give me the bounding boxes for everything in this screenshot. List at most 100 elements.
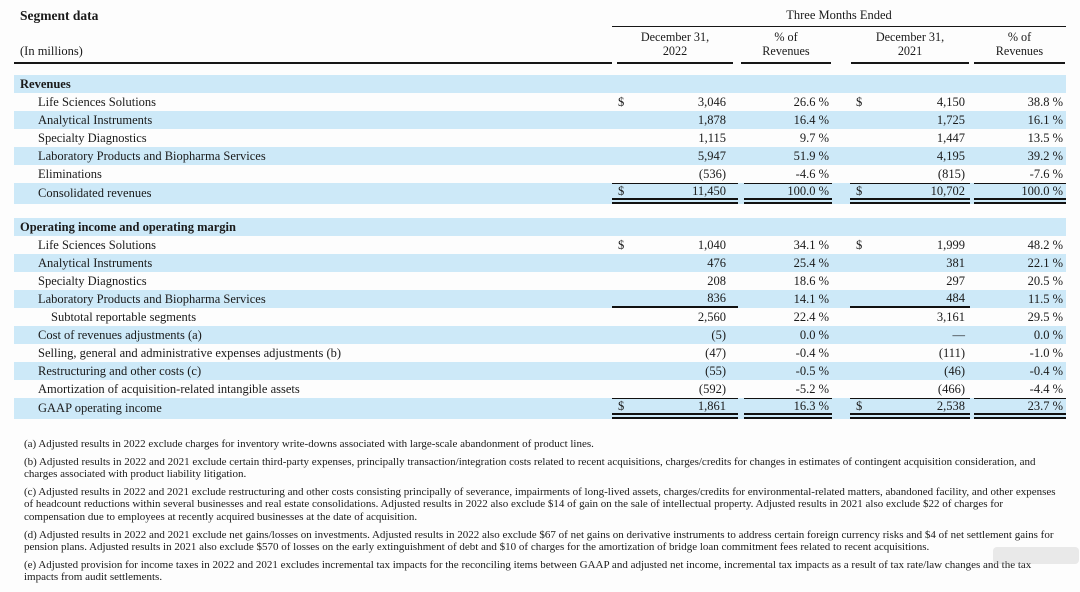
column-gap	[832, 380, 850, 398]
table-row: Life Sciences Solutions $ 1,040 34.1 % $…	[14, 236, 1066, 254]
table-row: Analytical Instruments 476 25.4 % 381 22…	[14, 254, 1066, 272]
value-2021: 1,447	[936, 130, 965, 145]
value-2022: 2,560	[697, 309, 726, 324]
column-gap	[832, 254, 850, 272]
pct-2021: 16.1 %	[1027, 112, 1063, 127]
row-label: Operating income and operating margin	[20, 219, 236, 234]
cell-2021-amount: $ 10,702	[850, 183, 970, 204]
column-header-dec-2021: December 31, 2021	[850, 27, 970, 64]
cell-2022-pct: 0.0 %	[738, 326, 832, 344]
value-2022: (592)	[698, 381, 726, 396]
pct-2021: 0.0 %	[1033, 327, 1063, 342]
column-gap	[832, 75, 850, 93]
pct-2021: 29.5 %	[1027, 309, 1063, 324]
cell-2022-pct: 51.9 %	[738, 147, 832, 165]
segment-table-body: Revenues Life Sciences Solutions	[14, 75, 1066, 419]
row-label: Laboratory Products and Biopharma Servic…	[38, 148, 266, 163]
column-gap	[832, 398, 850, 419]
cell-2021-pct: 13.5 %	[970, 129, 1066, 147]
column-gap	[832, 308, 850, 326]
cell-2021-amount: (111)	[850, 344, 970, 362]
column-gap	[832, 326, 850, 344]
row-label: Amortization of acquisition-related inta…	[38, 381, 300, 396]
table-row: GAAP operating income $ 1,861 16.3 % $ 2…	[14, 398, 1066, 419]
cell-2022-amount: (55)	[612, 362, 738, 380]
pct-2021: 23.7 %	[1027, 398, 1063, 413]
table-row: Life Sciences Solutions $ 3,046 26.6 % $…	[14, 93, 1066, 111]
dollar-sign-2022: $	[618, 398, 625, 413]
column-header-line2: 2021	[897, 44, 923, 58]
value-2021: 4,195	[936, 148, 965, 163]
pct-2022: 16.3 %	[793, 398, 829, 413]
row-label: Life Sciences Solutions	[38, 237, 157, 252]
value-2021: (815)	[937, 166, 965, 181]
column-gap	[832, 129, 850, 147]
cell-2021-pct: 23.7 %	[970, 398, 1066, 419]
dollar-sign-2022: $	[618, 183, 625, 198]
column-header-pct-2022: % of Revenues	[738, 27, 832, 64]
cell-2022-pct	[738, 75, 832, 93]
period-header: Three Months Ended	[612, 8, 1066, 27]
pct-2021: 48.2 %	[1027, 237, 1063, 252]
value-2021: 297	[946, 273, 965, 288]
cell-2022-amount: $ 1,861	[612, 398, 738, 419]
cell-2022-pct: 22.4 %	[738, 308, 832, 326]
cell-2022-amount: 5,947	[612, 147, 738, 165]
pct-2021: 22.1 %	[1027, 255, 1063, 270]
value-2021: 3,161	[936, 309, 965, 324]
cell-2022-amount: 836	[612, 290, 738, 308]
column-headers: December 31, 2022 % of Revenues December…	[612, 27, 1066, 64]
table-row: Laboratory Products and Biopharma Servic…	[14, 147, 1066, 165]
cell-2021-pct: -0.4 %	[970, 362, 1066, 380]
value-2022: (5)	[711, 327, 726, 342]
cell-2022-amount	[612, 218, 738, 236]
row-label: Analytical Instruments	[38, 255, 153, 270]
pct-2022: -0.5 %	[795, 363, 829, 378]
column-header-line2: 2022	[662, 44, 688, 58]
row-label: Subtotal reportable segments	[51, 309, 197, 324]
cell-2022-pct: -0.5 %	[738, 362, 832, 380]
pct-2021: 20.5 %	[1027, 273, 1063, 288]
row-label: Analytical Instruments	[38, 112, 153, 127]
cell-2021-pct: -7.6 %	[970, 165, 1066, 183]
pct-2021: -0.4 %	[1029, 363, 1063, 378]
cell-2021-pct: 29.5 %	[970, 308, 1066, 326]
cell-2022-amount: $ 1,040	[612, 236, 738, 254]
column-gap	[832, 165, 850, 183]
pct-2021: -4.4 %	[1029, 381, 1063, 396]
column-header-line1: % of	[774, 30, 798, 44]
column-gap	[832, 183, 850, 204]
value-2021: —	[952, 327, 966, 342]
cell-2022-amount: (47)	[612, 344, 738, 362]
cell-2022-pct: -4.6 %	[738, 165, 832, 183]
table-row: Operating income and operating margin	[14, 218, 1066, 236]
cell-2021-amount	[850, 75, 970, 93]
value-2021: 1,999	[936, 237, 965, 252]
dollar-sign-2021: $	[856, 94, 863, 109]
column-gap	[832, 344, 850, 362]
cell-2021-amount: 1,725	[850, 111, 970, 129]
row-label: Life Sciences Solutions	[38, 94, 157, 109]
cell-2021-pct: 38.8 %	[970, 93, 1066, 111]
value-2022: 5,947	[697, 148, 726, 163]
table-row: Selling, general and administrative expe…	[14, 344, 1066, 362]
pct-2022: -5.2 %	[795, 381, 829, 396]
cell-2021-pct: -1.0 %	[970, 344, 1066, 362]
column-header-dec-2022: December 31, 2022	[612, 27, 738, 64]
value-2022: 1,861	[697, 398, 726, 413]
cell-2021-pct: 11.5 %	[970, 290, 1066, 308]
column-header-line1: % of	[1007, 30, 1032, 44]
value-2021: 381	[946, 255, 965, 270]
cell-2021-amount	[850, 218, 970, 236]
table-header-left: Segment data (In millions)	[14, 8, 612, 64]
pct-2021: -1.0 %	[1029, 345, 1063, 360]
pct-2021: -7.6 %	[1029, 166, 1063, 181]
row-label: Restructuring and other costs (c)	[38, 363, 202, 378]
pct-2022: 22.4 %	[793, 309, 829, 324]
pct-2022: -4.6 %	[795, 166, 829, 181]
pct-2022: 100.0 %	[787, 183, 829, 198]
footnotes: (a) Adjusted results in 2022 exclude cha…	[14, 438, 1066, 584]
cell-2022-pct: 25.4 %	[738, 254, 832, 272]
column-gap	[832, 93, 850, 111]
value-2022: (55)	[705, 363, 726, 378]
